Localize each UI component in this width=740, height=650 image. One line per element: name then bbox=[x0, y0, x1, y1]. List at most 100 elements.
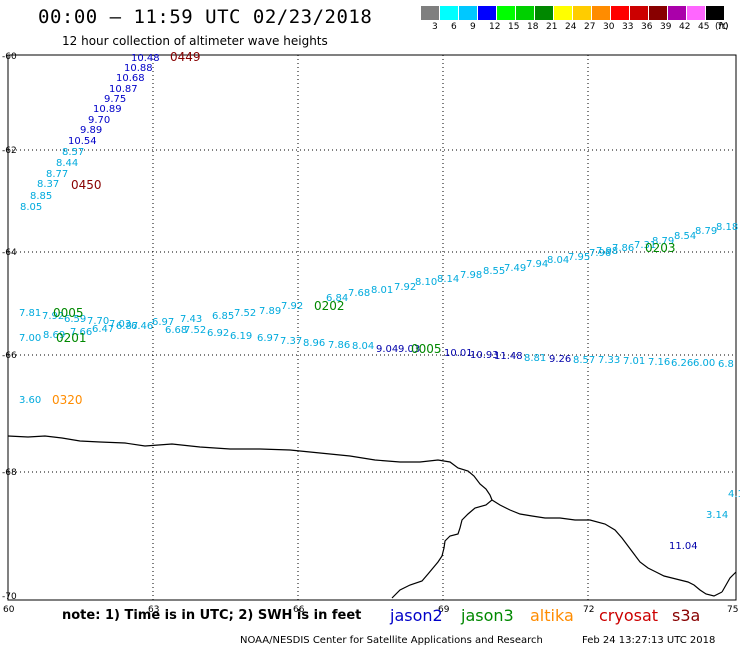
swh-value: 8.04 bbox=[352, 341, 374, 352]
swh-value: 11.48 bbox=[494, 351, 523, 362]
track-time-label: 0449 bbox=[170, 50, 201, 64]
color-scale-swatch bbox=[478, 6, 497, 20]
swh-value: 6.46 bbox=[131, 321, 153, 332]
swh-value: 6.59 bbox=[64, 314, 86, 325]
swh-value: 8.81 bbox=[524, 353, 546, 364]
swh-value: 3.14 bbox=[706, 510, 728, 521]
color-scale-label: 30 bbox=[603, 22, 615, 32]
swh-value: 8.79 bbox=[695, 226, 717, 237]
track-time-label: 0005 bbox=[53, 306, 84, 320]
swh-value: 7.37 bbox=[280, 336, 302, 347]
swh-value: 10.68 bbox=[116, 73, 145, 84]
track-0449: 10.48 10.88 10.68 10.87 9.75 10.89 9.70 … bbox=[20, 50, 201, 213]
color-scale-swatch bbox=[535, 6, 554, 20]
color-scale-swatch bbox=[459, 6, 478, 20]
color-scale-swatch bbox=[516, 6, 535, 20]
swh-value: 7.94 bbox=[526, 259, 548, 270]
swh-value: 8.04 bbox=[547, 255, 569, 266]
swh-value: 7.70 bbox=[87, 316, 109, 327]
swh-value: 8.10 bbox=[415, 277, 437, 288]
legend-cryosat: cryosat bbox=[599, 606, 659, 625]
color-scale-swatch bbox=[668, 6, 687, 20]
swh-value: 8.85 bbox=[30, 191, 52, 202]
color-scale-label: 15 bbox=[508, 22, 520, 32]
color-scale-swatch bbox=[497, 6, 516, 20]
meridian-lines bbox=[152, 55, 589, 600]
lon-label: 66 bbox=[293, 605, 305, 615]
swh-value: 9.75 bbox=[104, 94, 126, 105]
swh-value: 8.55 bbox=[483, 266, 505, 277]
color-scale-swatch bbox=[421, 6, 440, 20]
swh-value: 9.89 bbox=[80, 125, 102, 136]
swh-value: 11.04 bbox=[669, 541, 698, 552]
lat-label: -68 bbox=[2, 468, 17, 478]
swh-value: 7.92 bbox=[42, 311, 64, 322]
track-time-label: 0450 bbox=[71, 178, 102, 192]
lat-label: -60 bbox=[2, 52, 17, 62]
swh-value: 6.47 bbox=[92, 324, 114, 335]
swh-value: 9.26 bbox=[549, 354, 571, 365]
swh-value: 6.19 bbox=[230, 331, 252, 342]
swh-value: 7.16 bbox=[648, 357, 670, 368]
swh-value: 7.95 bbox=[568, 252, 590, 263]
swh-value: 7.49 bbox=[504, 263, 526, 274]
coastline-east bbox=[721, 571, 737, 593]
longitude-labels: 60 63 66 69 72 75 bbox=[3, 605, 738, 615]
legend-jason2: jason2 bbox=[390, 606, 443, 625]
color-scale-label: 70 bbox=[717, 22, 729, 32]
color-scale-label: 9 bbox=[470, 22, 476, 32]
swh-value: 7.96 bbox=[589, 248, 611, 259]
lon-label: 75 bbox=[727, 605, 738, 615]
color-scale-label: 45 bbox=[698, 22, 710, 32]
swh-value: 7.01 bbox=[623, 356, 645, 367]
swh-value: 8.77 bbox=[46, 169, 68, 180]
color-scale-label: 27 bbox=[584, 22, 596, 32]
swh-value: 7.00 bbox=[19, 333, 41, 344]
parallel-lines bbox=[8, 149, 736, 473]
swh-value: 9.70 bbox=[88, 115, 110, 126]
swh-value: 8.79 bbox=[652, 236, 674, 247]
track-0005-upper: 7.81 7.92 6.59 7.70 7.03 6.46 6.97 7.43 … bbox=[19, 306, 256, 332]
track-0203: 7.89 7.92 6.84 7.68 8.01 7.92 8.10 8.14 … bbox=[259, 222, 738, 317]
swh-value: 9.03 bbox=[398, 344, 420, 355]
legend-altika: altika bbox=[530, 606, 574, 625]
swh-value: 7.33 bbox=[598, 355, 620, 366]
swh-value: 8.18 bbox=[716, 222, 738, 233]
page-subtitle: 12 hour collection of altimeter wave hei… bbox=[62, 34, 328, 48]
color-scale-swatch bbox=[706, 6, 725, 20]
swh-value: 8.57 bbox=[62, 147, 84, 158]
swh-value: 7.92 bbox=[394, 282, 416, 293]
lat-label: -66 bbox=[2, 351, 17, 361]
swh-value: 7.92 bbox=[281, 301, 303, 312]
color-scale-label: 18 bbox=[527, 22, 539, 32]
swh-value: 10.88 bbox=[124, 63, 153, 74]
swh-value: 8.01 bbox=[371, 285, 393, 296]
color-scale-swatch bbox=[630, 6, 649, 20]
swh-value: 7.66 bbox=[70, 327, 92, 338]
swh-value: 7.68 bbox=[348, 288, 370, 299]
swh-value: 10.87 bbox=[109, 84, 138, 95]
color-scale-label: 33 bbox=[622, 22, 634, 32]
color-scale-swatch bbox=[687, 6, 706, 20]
color-scale-label: 3 bbox=[432, 22, 438, 32]
color-scale-swatch bbox=[573, 6, 592, 20]
swh-value: 7.89 bbox=[259, 306, 281, 317]
color-scale-swatch bbox=[440, 6, 459, 20]
swh-value: 10.01 bbox=[444, 348, 473, 359]
lon-label: 63 bbox=[148, 605, 159, 615]
color-scale-label: 21 bbox=[546, 22, 558, 32]
swh-value: 6.00 bbox=[693, 358, 715, 369]
color-scale-label: 6 bbox=[451, 22, 457, 32]
color-scale-label: 39 bbox=[660, 22, 672, 32]
swh-value: 8.69 bbox=[43, 330, 65, 341]
swh-value: 6.84 bbox=[326, 293, 348, 304]
swh-value: 8.14 bbox=[437, 274, 459, 285]
swh-value: 8.05 bbox=[20, 202, 42, 213]
page-title: 00:00 – 11:59 UTC 02/23/2018 bbox=[38, 6, 373, 28]
swh-value: 7.31 bbox=[634, 240, 656, 251]
swh-value: 8.37 bbox=[37, 179, 59, 190]
swh-value: 7.86 bbox=[612, 243, 634, 254]
swh-value: 6.97 bbox=[152, 317, 174, 328]
color-scale-swatch bbox=[611, 6, 630, 20]
